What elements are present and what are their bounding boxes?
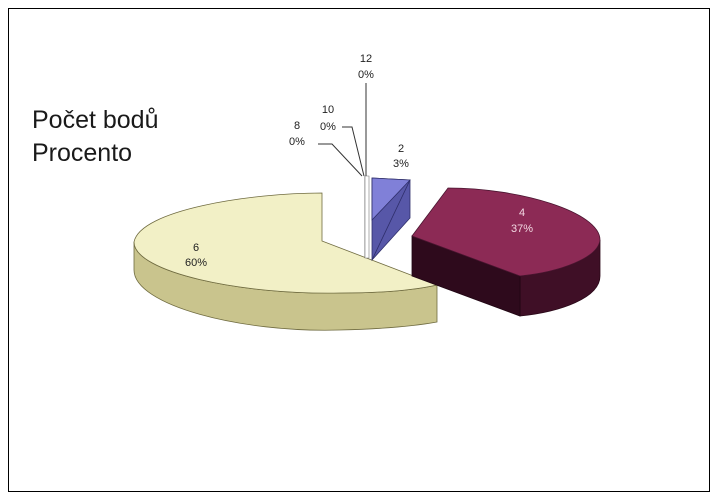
data-label-category-2: 2 (398, 143, 404, 155)
data-label-category-10: 10 (322, 104, 334, 116)
pie-slice-6 (133, 192, 439, 331)
pie-slice-4-top (411, 187, 601, 277)
pie-slice-4 (411, 187, 601, 317)
leader-line-8 (318, 143, 363, 177)
pie-slice-2 (371, 177, 411, 262)
data-label-percent-12: 0% (358, 69, 374, 81)
leader-line-10 (342, 126, 365, 177)
data-label-category-12: 12 (360, 53, 372, 65)
pie-slice-6-top (133, 192, 439, 294)
legend-entry-percent: Procento (32, 139, 133, 167)
pie-slice-zero-top (364, 175, 370, 259)
data-label-percent-4: 37% (511, 223, 533, 235)
data-label-category-8: 8 (294, 120, 300, 132)
data-label-percent-2: 3% (393, 158, 409, 170)
data-label-percent-8: 0% (289, 136, 305, 148)
data-label-category-6: 6 (193, 242, 199, 254)
pie-slice-2-top (371, 177, 411, 222)
chart-legend: Počet bodů Procento (32, 104, 159, 170)
data-label-category-4: 4 (519, 207, 525, 219)
data-label-percent-6: 60% (185, 257, 207, 269)
pie-slice-2-edge (371, 179, 411, 261)
data-label-percent-10: 0% (320, 121, 336, 133)
legend-entry-points: Počet bodů (32, 106, 159, 134)
